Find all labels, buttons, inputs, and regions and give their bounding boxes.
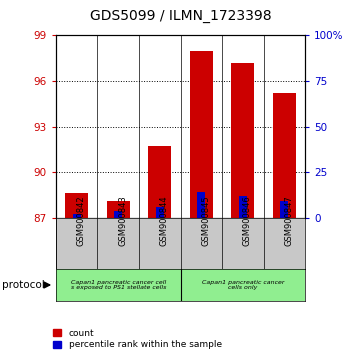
- Text: GDS5099 / ILMN_1723398: GDS5099 / ILMN_1723398: [90, 9, 271, 23]
- Text: Capan1 pancreatic cancer cell
s exposed to PS1 stellate cells: Capan1 pancreatic cancer cell s exposed …: [70, 280, 166, 290]
- Text: protocol: protocol: [2, 280, 44, 290]
- Text: GSM900846: GSM900846: [243, 195, 252, 246]
- Bar: [197, 192, 205, 218]
- Bar: [280, 201, 288, 218]
- Bar: [273, 93, 296, 218]
- Text: GSM900844: GSM900844: [160, 195, 169, 246]
- Text: Capan1 pancreatic cancer
cells only: Capan1 pancreatic cancer cells only: [201, 280, 284, 290]
- Text: GSM900842: GSM900842: [77, 195, 86, 246]
- Bar: [65, 193, 88, 218]
- Bar: [239, 196, 247, 218]
- Bar: [73, 214, 81, 218]
- Text: GSM900847: GSM900847: [284, 195, 293, 246]
- Bar: [156, 207, 164, 218]
- Bar: [231, 63, 254, 218]
- Text: GSM900845: GSM900845: [201, 195, 210, 246]
- Bar: [190, 51, 213, 218]
- Legend: count, percentile rank within the sample: count, percentile rank within the sample: [53, 329, 222, 349]
- Bar: [114, 211, 122, 218]
- Bar: [148, 146, 171, 218]
- Bar: [107, 201, 130, 218]
- Text: GSM900843: GSM900843: [118, 195, 127, 246]
